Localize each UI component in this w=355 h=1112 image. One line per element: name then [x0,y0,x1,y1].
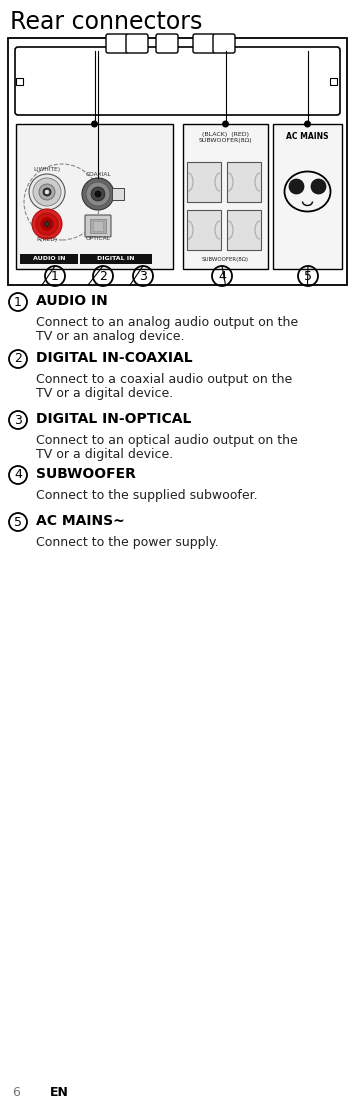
Text: TV or a digital device.: TV or a digital device. [36,448,173,461]
Circle shape [304,120,311,128]
Text: AC MAINS: AC MAINS [286,132,329,141]
Text: SUBWOOFER(8Ω): SUBWOOFER(8Ω) [202,257,249,261]
Text: DIGITAL IN: DIGITAL IN [97,257,135,261]
FancyBboxPatch shape [193,34,215,53]
Text: AUDIO IN: AUDIO IN [33,257,65,261]
Circle shape [29,173,65,210]
Text: 6: 6 [12,1085,20,1099]
Circle shape [222,120,229,128]
Text: Connect to the power supply.: Connect to the power supply. [36,536,219,549]
Text: EN: EN [50,1085,69,1099]
Text: TV or an analog device.: TV or an analog device. [36,330,185,342]
Circle shape [33,178,61,206]
FancyBboxPatch shape [20,254,78,264]
Text: DIGITAL IN-COAXIAL: DIGITAL IN-COAXIAL [36,351,193,365]
Text: R(RED): R(RED) [37,237,58,241]
Text: 4: 4 [14,468,22,481]
FancyBboxPatch shape [93,221,103,231]
Circle shape [289,179,304,193]
FancyBboxPatch shape [330,78,337,85]
FancyBboxPatch shape [85,215,111,237]
Text: AUDIO IN: AUDIO IN [36,294,108,308]
FancyBboxPatch shape [16,78,23,85]
Circle shape [45,190,49,193]
FancyBboxPatch shape [80,254,152,264]
Text: SUBWOOFER: SUBWOOFER [36,467,136,481]
Circle shape [82,178,114,210]
FancyBboxPatch shape [227,162,261,202]
FancyBboxPatch shape [273,125,342,269]
Circle shape [32,209,62,239]
Text: 5: 5 [304,269,312,282]
Circle shape [41,218,53,230]
Text: 2: 2 [14,353,22,366]
Circle shape [91,187,105,201]
FancyBboxPatch shape [126,34,148,53]
FancyBboxPatch shape [8,38,347,285]
Text: COAXIAL: COAXIAL [85,172,111,178]
Text: L(WHITE): L(WHITE) [33,168,61,172]
Text: Connect to an optical audio output on the: Connect to an optical audio output on th… [36,434,298,447]
FancyBboxPatch shape [156,34,178,53]
Text: TV or a digital device.: TV or a digital device. [36,387,173,400]
Text: 2: 2 [99,269,107,282]
Text: AC MAINS~: AC MAINS~ [36,514,125,528]
Text: Rear connectors: Rear connectors [10,10,202,34]
FancyBboxPatch shape [16,125,173,269]
FancyBboxPatch shape [106,34,128,53]
Text: Connect to an analog audio output on the: Connect to an analog audio output on the [36,316,298,329]
Text: OPTICAL: OPTICAL [86,237,110,241]
FancyBboxPatch shape [227,210,261,250]
FancyBboxPatch shape [15,47,340,115]
Text: 3: 3 [14,414,22,427]
FancyBboxPatch shape [187,210,221,250]
Text: 1: 1 [14,296,22,308]
Text: DIGITAL IN-OPTICAL: DIGITAL IN-OPTICAL [36,413,191,426]
FancyBboxPatch shape [112,188,124,200]
Circle shape [43,188,51,196]
FancyBboxPatch shape [90,219,106,234]
Circle shape [95,191,101,197]
Circle shape [311,179,326,193]
FancyBboxPatch shape [187,162,221,202]
Text: 1: 1 [51,269,59,282]
Circle shape [86,182,110,206]
Text: Connect to a coaxial audio output on the: Connect to a coaxial audio output on the [36,373,292,386]
Text: Connect to the supplied subwoofer.: Connect to the supplied subwoofer. [36,489,258,502]
Text: 3: 3 [139,269,147,282]
Circle shape [39,183,55,200]
Text: 5: 5 [14,516,22,528]
Text: (BLACK)  (RED): (BLACK) (RED) [202,132,249,137]
Text: 4: 4 [218,269,226,282]
Text: SUBWOOFER(8Ω): SUBWOOFER(8Ω) [199,138,252,143]
Circle shape [91,120,98,128]
FancyBboxPatch shape [213,34,235,53]
Circle shape [36,214,58,235]
Circle shape [44,221,49,227]
FancyBboxPatch shape [183,125,268,269]
